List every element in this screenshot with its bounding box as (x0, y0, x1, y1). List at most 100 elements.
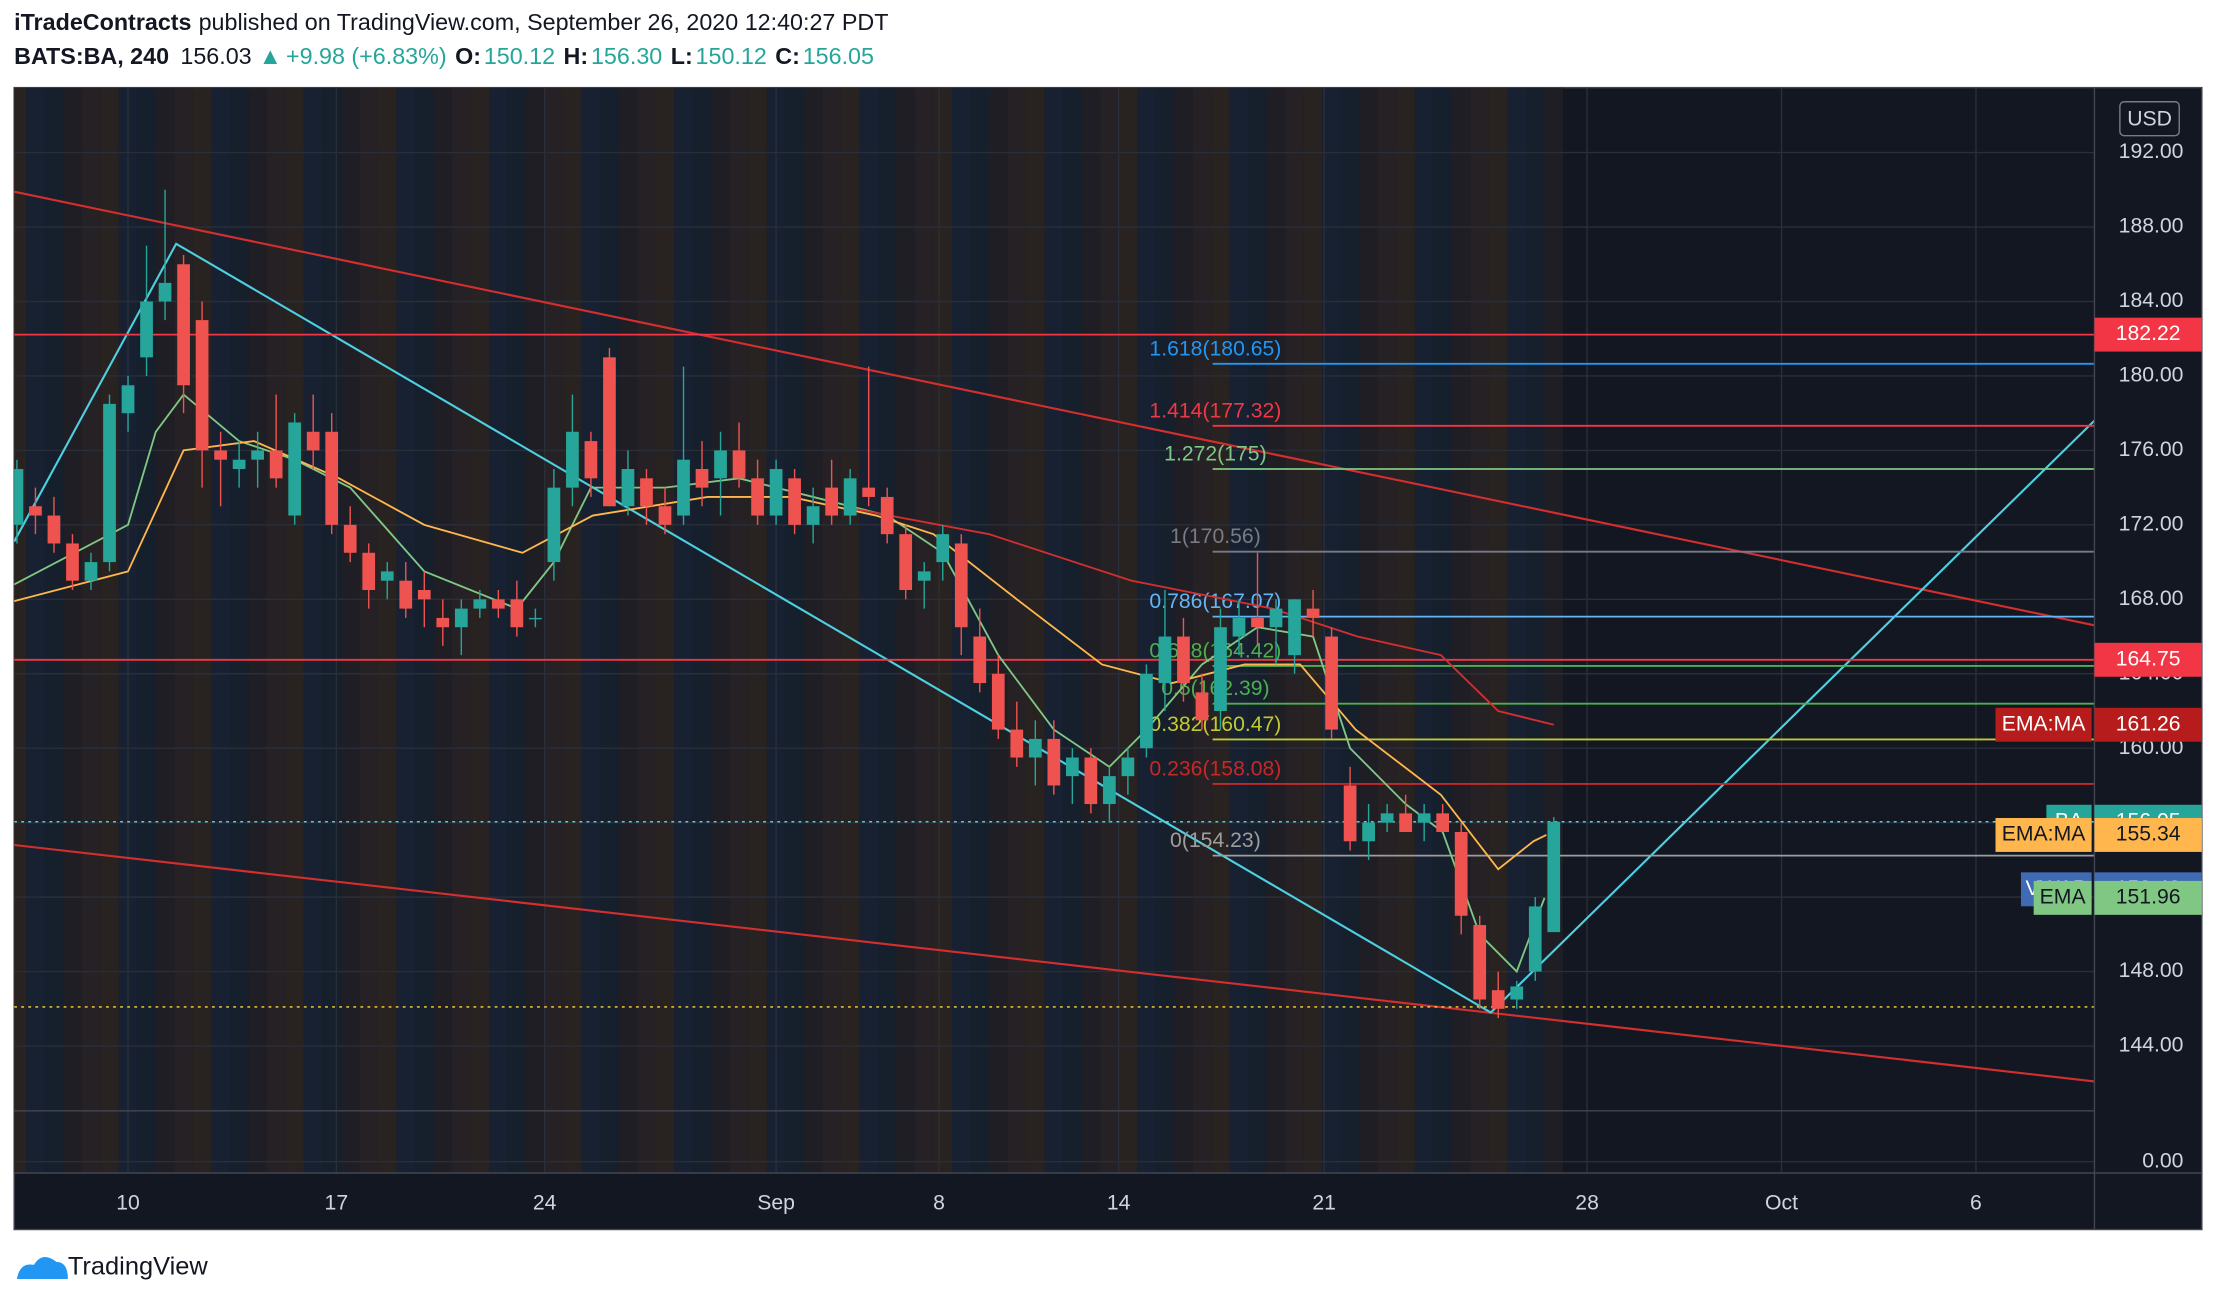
session-stripe (1340, 87, 1360, 1173)
candle-body (473, 599, 487, 609)
session-stripe (285, 87, 304, 1173)
y-tick-label: 184.00 (2119, 289, 2184, 312)
candle-body (417, 590, 431, 600)
y-tick-label: 188.00 (2119, 215, 2184, 238)
candle-body (1084, 757, 1098, 805)
candle-body (529, 617, 542, 620)
candle-body (1047, 738, 1061, 786)
session-stripe (303, 87, 323, 1173)
logo-icon (16, 1257, 68, 1279)
session-stripe (1192, 87, 1212, 1173)
publisher: iTradeContracts (14, 9, 191, 35)
candle-body (1195, 692, 1209, 721)
candle-body (84, 562, 98, 581)
y-tick-label: 172.00 (2119, 512, 2184, 535)
session-stripe (1525, 87, 1545, 1173)
quote-label: C: (775, 43, 800, 69)
session-stripe (526, 87, 545, 1173)
candle-body (603, 357, 616, 507)
session-stripe (1507, 87, 1526, 1173)
candle-body (566, 431, 579, 488)
candle-body (1417, 813, 1431, 823)
session-stripe (1414, 87, 1434, 1173)
header-line: iTradeContracts published on TradingView.… (14, 9, 888, 35)
x-tick-label: 8 (933, 1192, 945, 1215)
candle-body (306, 431, 320, 451)
candle-body (1380, 813, 1394, 823)
candle-body (103, 403, 116, 563)
candle-body (1010, 729, 1024, 758)
candle-body (1177, 636, 1190, 684)
candle-body (732, 450, 746, 479)
session-stripe (1544, 87, 1564, 1173)
session-stripe (1396, 87, 1415, 1173)
session-stripe (989, 87, 1008, 1173)
candle-body (1491, 990, 1505, 1009)
candle-body (936, 534, 950, 563)
session-stripe (840, 87, 860, 1173)
session-stripe (729, 87, 749, 1173)
candle-body (510, 599, 524, 628)
candle-body (47, 515, 61, 544)
candle-body (1121, 757, 1135, 777)
candle-body (1473, 925, 1487, 1000)
candle-body (29, 506, 42, 516)
session-stripe (377, 87, 397, 1173)
session-stripe (470, 87, 490, 1173)
fib-label: 1(170.56) (1170, 525, 1261, 548)
price-label-name: EMA:MA (2002, 712, 2086, 735)
session-stripe (822, 87, 841, 1173)
session-stripe (1081, 87, 1101, 1173)
candle-body (1158, 636, 1172, 684)
candle-body (177, 264, 190, 386)
session-stripe (1488, 87, 1508, 1173)
session-stripe (14, 87, 27, 1173)
fib-label: 1.272(175) (1164, 442, 1266, 465)
candle-body (1343, 785, 1357, 842)
published-text: published on TradingView.com, September … (199, 9, 889, 35)
brand: TradingView (68, 1252, 209, 1280)
x-tick-label: 21 (1312, 1192, 1336, 1215)
session-stripe (1470, 87, 1489, 1173)
price-label-value: 155.34 (2116, 823, 2181, 846)
change: +9.98 (+6.83%) (286, 43, 447, 69)
price-label-value: 161.26 (2116, 712, 2181, 735)
quote-label: L: (671, 43, 693, 69)
candle-body (1269, 608, 1283, 628)
level-label: 164.75 (2116, 647, 2181, 670)
session-stripe (1026, 87, 1045, 1173)
candle-body (1232, 617, 1246, 637)
lower-pane-tick-label: 0.00 (2142, 1149, 2183, 1172)
session-stripe (1100, 87, 1119, 1173)
x-tick-label: 17 (325, 1192, 349, 1215)
quote-value: 156.30 (591, 43, 662, 69)
candle-body (825, 487, 838, 516)
candle-body (991, 673, 1005, 730)
candle-body (232, 459, 246, 470)
session-stripe (933, 87, 952, 1173)
candle-body (806, 506, 820, 525)
session-stripe (618, 87, 638, 1173)
fib-label: 0(154.23) (1170, 829, 1261, 852)
candle-body (1140, 673, 1153, 749)
session-stripe (137, 87, 156, 1173)
currency: USD (2127, 108, 2172, 131)
session-stripe (914, 87, 934, 1173)
session-stripe (1137, 87, 1156, 1173)
session-stripe (63, 87, 82, 1173)
y-tick-label: 180.00 (2119, 364, 2184, 387)
quote-value: 150.12 (696, 43, 767, 69)
candle-body (714, 450, 727, 479)
level-label: 182.22 (2116, 322, 2181, 345)
candle-body (1454, 831, 1468, 916)
level-badge (2094, 317, 2202, 352)
session-stripe (174, 87, 193, 1173)
candle-body (288, 422, 302, 516)
session-stripe (896, 87, 915, 1173)
candle-body (769, 469, 783, 516)
candle-body (454, 608, 468, 628)
candle-body (788, 478, 801, 525)
session-stripe (544, 87, 564, 1173)
y-tick-label: 168.00 (2119, 587, 2184, 610)
